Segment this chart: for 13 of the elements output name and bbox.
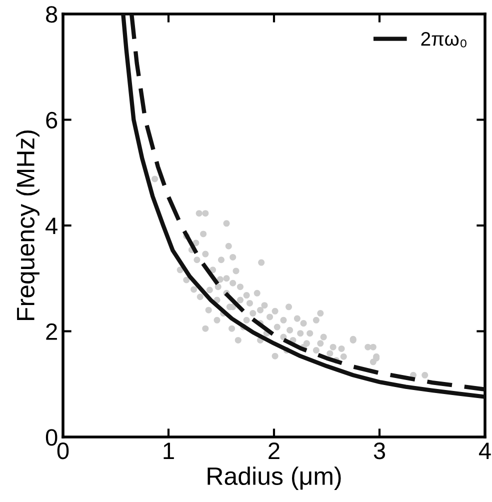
y-tick-label: 8	[46, 6, 58, 23]
x-tick-label: 4	[478, 442, 491, 459]
x-tick-label: 2	[268, 442, 280, 459]
x-axis-title: Radius (μm)	[208, 466, 341, 490]
y-tick-label: 0	[46, 429, 58, 446]
y-tick-label: 6	[46, 112, 58, 129]
legend-label: 2πω₀	[421, 32, 466, 48]
x-tick-label: 3	[374, 442, 386, 460]
y-tick-label: 2	[46, 323, 57, 340]
x-tick-label: 0	[57, 442, 69, 460]
y-axis-title: Frequency (MHz)	[16, 130, 40, 320]
y-tick-label: 4	[46, 218, 58, 234]
x-tick-label: 1	[164, 442, 174, 459]
